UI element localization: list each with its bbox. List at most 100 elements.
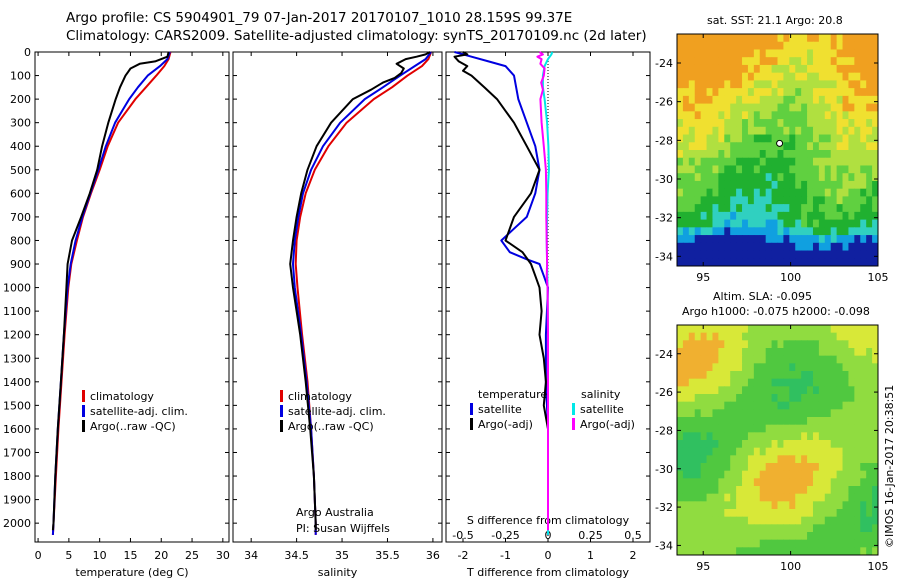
map-cell [842, 95, 850, 105]
s-tick-label: 0.5 [624, 529, 642, 542]
map-cell [742, 524, 749, 533]
map-cell [718, 95, 725, 105]
map-cell [742, 64, 749, 74]
map-cell [736, 95, 743, 105]
map-cell [706, 455, 714, 464]
map-cell [830, 532, 838, 541]
map-cell [818, 378, 826, 387]
map-cell [688, 363, 696, 372]
map-cell [700, 49, 708, 58]
map-cell [866, 417, 873, 426]
map-cell [759, 455, 767, 464]
map-cell [706, 188, 714, 197]
map-cell [801, 470, 808, 479]
map-cell [724, 401, 731, 410]
map-cell [818, 401, 826, 410]
map-cell [789, 401, 796, 410]
map-cell [824, 378, 832, 387]
x-axis-label: T difference from climatology [466, 566, 629, 579]
map-cell [694, 95, 702, 105]
map-cell [872, 180, 878, 190]
map-cell [730, 157, 737, 167]
map-cell [742, 157, 749, 167]
map-cell [872, 340, 878, 349]
map-cell [866, 539, 873, 548]
map-cell [801, 126, 808, 136]
map-cell [812, 227, 820, 236]
map-cell [677, 378, 684, 387]
map-cell [724, 196, 731, 205]
map-cell [724, 463, 731, 472]
map-cell [677, 88, 684, 97]
map-cell [677, 204, 684, 213]
map-cell [742, 493, 749, 502]
map-cell [860, 180, 867, 190]
map-cell [688, 325, 696, 334]
map-cell [700, 211, 708, 221]
map-cell [677, 470, 684, 479]
map-cell [789, 80, 796, 89]
map-cell [830, 470, 838, 479]
sla-map-title: Altim. SLA: -0.095 [713, 290, 813, 303]
map-cell [842, 34, 850, 43]
map-cell [795, 478, 802, 487]
map-cell [694, 103, 702, 112]
map-cell [730, 196, 737, 205]
map-cell [742, 455, 749, 464]
map-cell [700, 235, 708, 244]
map-cell [694, 49, 702, 58]
map-cell [747, 478, 755, 487]
map-cell [854, 111, 861, 120]
map-cell [765, 394, 773, 403]
map-cell [694, 509, 702, 518]
map-cell [771, 332, 779, 341]
map-cell [682, 417, 690, 426]
map-cell [747, 424, 755, 433]
map-cell [712, 57, 719, 66]
map-cell [824, 157, 832, 167]
series-line-temperature-argo-adj- [453, 51, 549, 531]
map-cell [742, 463, 749, 472]
map-cell [812, 470, 820, 479]
map-cell [777, 470, 785, 479]
map-cell [801, 142, 808, 151]
map-cell [747, 211, 755, 221]
map-cell [753, 493, 761, 502]
map-cell [759, 516, 767, 525]
map-cell [842, 424, 850, 433]
map-cell [771, 34, 779, 43]
map-cell [765, 501, 773, 510]
map-cell [742, 57, 749, 66]
map-cell [753, 386, 761, 395]
map-cell [777, 409, 785, 418]
map-cell [818, 386, 826, 395]
map-cell [742, 424, 749, 433]
map-cell [795, 378, 802, 387]
map-cell [759, 409, 767, 418]
map-cell [812, 348, 820, 357]
map-cell [688, 470, 696, 479]
map-cell [682, 80, 690, 89]
legend-title: salinity [581, 388, 621, 401]
map-cell [848, 150, 855, 159]
map-cell [860, 440, 867, 449]
map-cell [783, 204, 790, 213]
map-cell [801, 509, 808, 518]
map-cell [848, 332, 855, 341]
map-cell [694, 516, 702, 525]
map-cell [700, 134, 708, 143]
map-cell [742, 539, 749, 548]
map-cell [854, 424, 861, 433]
map-cell [747, 363, 755, 372]
map-cell [824, 95, 832, 105]
map-cell [736, 432, 743, 441]
y-tick-label: 300 [10, 117, 31, 130]
map-cell [824, 539, 832, 548]
map-cell [724, 88, 731, 97]
y-tick-label: 200 [10, 93, 31, 106]
map-cell [872, 524, 878, 533]
map-cell [724, 447, 731, 456]
map-cell [724, 409, 731, 418]
map-cell [700, 150, 708, 159]
map-cell [818, 250, 826, 259]
